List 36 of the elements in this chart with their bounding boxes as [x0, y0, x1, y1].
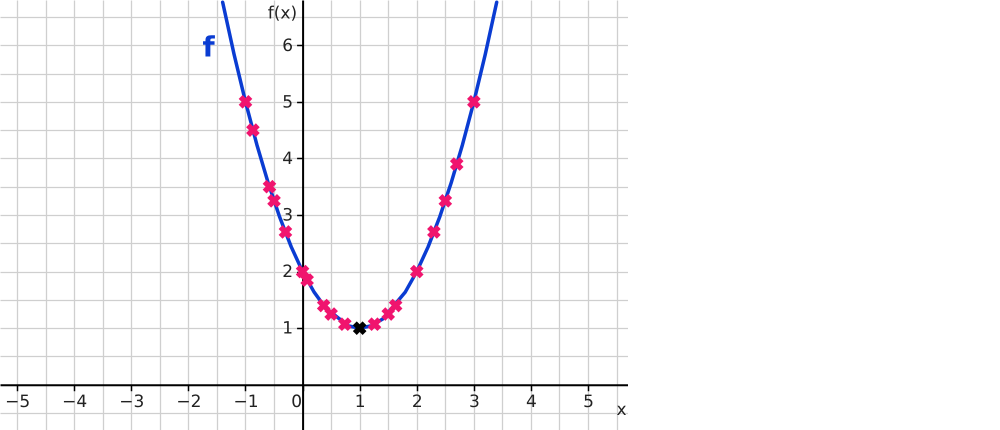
point [238, 95, 252, 109]
point [467, 95, 481, 109]
point [338, 317, 352, 332]
x-tick-label: −3 [119, 392, 144, 412]
y-tick-label: 3 [282, 206, 294, 226]
point [388, 298, 402, 312]
x-tick-label: −2 [176, 392, 202, 412]
point [324, 307, 338, 321]
y-tick-label: 2 [282, 262, 294, 282]
x-tick-label: 1 [354, 392, 366, 412]
point [427, 225, 441, 239]
point [267, 194, 281, 208]
point [410, 264, 424, 278]
y-axis-title: f(x) [268, 4, 298, 24]
point [300, 273, 314, 287]
point [278, 225, 292, 239]
point [262, 180, 276, 194]
point [450, 157, 464, 171]
y-tick-label: 5 [282, 92, 294, 112]
point [368, 317, 382, 332]
y-tick-label: 6 [282, 36, 294, 56]
x-tick-label: 2 [412, 392, 423, 412]
x-tick-label: −5 [5, 392, 30, 412]
series-label: f [202, 30, 216, 64]
x-axis-title: x [616, 400, 626, 420]
x-tick-label: −4 [62, 392, 88, 412]
x-tick-label: 3 [468, 392, 480, 412]
point [246, 123, 260, 137]
y-tick-label: 1 [282, 318, 294, 339]
y-tick-label: 4 [282, 148, 294, 169]
point [438, 194, 452, 208]
x-tick-label: 4 [526, 392, 537, 412]
x-tick-label: 0 [291, 392, 302, 412]
x-tick-label: −1 [233, 392, 259, 412]
x-tick-label: 5 [583, 392, 594, 412]
point [352, 321, 366, 335]
